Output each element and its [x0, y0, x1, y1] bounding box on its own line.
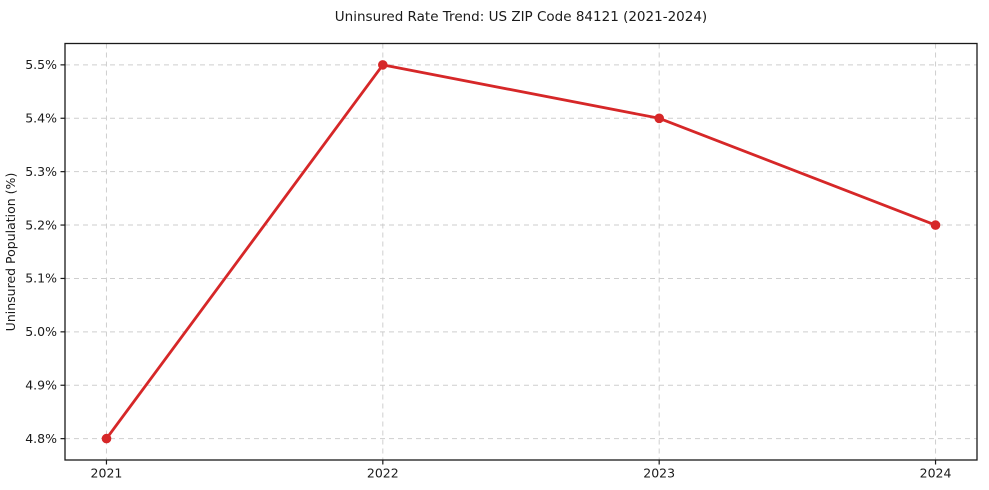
y-tick-label: 5.4% — [25, 111, 57, 126]
x-tick-label: 2023 — [643, 466, 675, 481]
chart-title: Uninsured Rate Trend: US ZIP Code 84121 … — [335, 9, 707, 25]
y-tick-label: 5.1% — [25, 271, 57, 286]
y-tick-label: 5.3% — [25, 164, 57, 179]
plot-border — [64, 42, 978, 461]
trend-line — [105, 63, 937, 440]
y-tick-label: 4.9% — [25, 378, 57, 393]
gridlines — [65, 43, 977, 460]
axis-ticks — [60, 64, 937, 465]
data-point-marker — [930, 220, 941, 230]
data-point-marker — [101, 433, 112, 444]
y-tick-label: 5.2% — [25, 217, 57, 232]
y-tick-label: 5.5% — [25, 57, 57, 72]
y-tick-labels: 4.8% 4.9% 5.0% 5.1% 5.2% 5.3% 5.4% 5.5% — [25, 57, 57, 446]
x-tick-label: 2022 — [367, 466, 399, 481]
y-tick-label: 4.8% — [25, 431, 57, 446]
data-point-marker — [378, 60, 388, 70]
y-axis-label: Uninsured Population (%) — [3, 173, 18, 332]
y-tick-label: 5.0% — [25, 324, 57, 339]
x-tick-label: 2024 — [920, 466, 952, 481]
data-point-marker — [654, 113, 664, 124]
series-markers — [101, 60, 941, 444]
x-tick-label: 2021 — [91, 466, 123, 481]
x-tick-labels: 2021 2022 2023 2024 — [91, 466, 952, 481]
